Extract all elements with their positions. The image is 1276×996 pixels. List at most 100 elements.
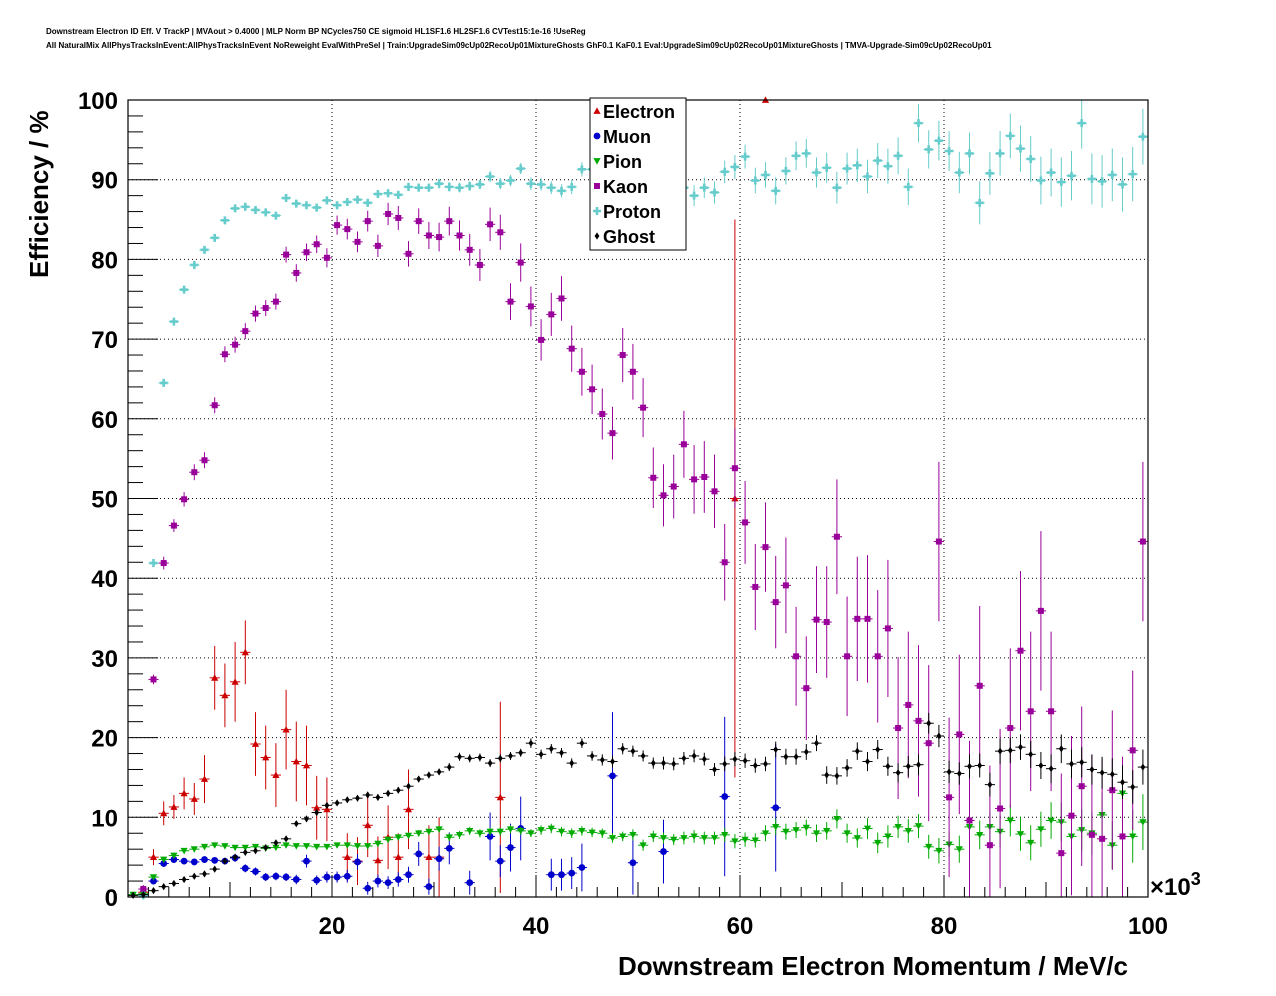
kaon-point — [354, 238, 361, 245]
electron-point — [231, 678, 239, 685]
proton-point — [1087, 174, 1096, 183]
ghost-point — [773, 745, 779, 754]
ghost-point — [640, 752, 646, 760]
pion-point — [547, 825, 555, 833]
legend-label-pion: Pion — [603, 152, 642, 172]
ghost-point — [579, 739, 585, 747]
muon-point — [374, 877, 382, 885]
series-pion — [128, 767, 1148, 899]
ghost-point — [1120, 778, 1125, 786]
legend-marker-pion — [593, 158, 601, 165]
pion-point — [323, 843, 331, 851]
chart-title-line1: Downstream Electron ID Eff. V TrackP | M… — [46, 27, 586, 36]
kaon-point — [293, 269, 300, 276]
proton-point — [465, 182, 474, 191]
proton-point — [149, 559, 158, 568]
ghost-point — [946, 768, 952, 776]
ghost-point — [446, 763, 452, 771]
electron-point — [282, 726, 290, 733]
kaon-point — [497, 229, 504, 236]
pion-point — [333, 842, 341, 849]
kaon-point — [211, 402, 218, 409]
proton-point — [1098, 177, 1107, 186]
electron-point — [180, 789, 188, 797]
ghost-point — [661, 759, 666, 767]
electron-point — [374, 856, 382, 864]
pion-point — [904, 827, 912, 835]
ghost-point — [599, 756, 605, 764]
pion-point — [659, 835, 668, 842]
kaon-point — [833, 533, 840, 540]
electron-point — [170, 803, 178, 810]
x-tick-label: 100 — [1128, 913, 1168, 940]
ghost-point — [385, 789, 391, 797]
ghost-point — [467, 754, 473, 762]
pion-point — [925, 843, 933, 851]
x-tick-label: 20 — [319, 913, 346, 940]
muon-point — [415, 850, 423, 858]
ghost-point — [1099, 769, 1105, 777]
muon-point — [445, 844, 453, 852]
ghost-point — [1140, 763, 1146, 771]
kaon-point — [619, 352, 626, 359]
ghost-point — [732, 755, 738, 763]
kaon-point — [160, 560, 167, 567]
kaon-point — [844, 653, 851, 660]
kaon-point — [283, 251, 290, 258]
ghost-point — [365, 791, 371, 799]
proton-point — [924, 145, 933, 154]
muon-point — [435, 855, 443, 863]
pion-point — [404, 832, 413, 840]
series-kaon — [138, 202, 1148, 897]
pion-point — [853, 835, 861, 842]
kaon-point — [1017, 647, 1024, 654]
proton-point — [690, 191, 699, 200]
muon-point — [343, 872, 351, 880]
ghost-point — [273, 839, 279, 847]
data-marks — [128, 96, 1148, 900]
proton-point — [302, 201, 311, 210]
kaon-point — [344, 226, 351, 233]
pion-point — [251, 843, 260, 851]
kaon-point — [925, 740, 932, 747]
pion-point — [802, 824, 810, 832]
muon-point — [425, 883, 433, 891]
electron-point — [292, 757, 300, 765]
kaon-point — [854, 615, 861, 622]
kaon-point — [905, 701, 912, 708]
ghost-point — [283, 835, 289, 843]
kaon-point — [721, 559, 728, 566]
ghost-point — [202, 870, 207, 878]
kaon-point — [803, 685, 810, 692]
muon-point — [405, 871, 412, 879]
ghost-point — [293, 820, 299, 828]
pion-point — [619, 833, 627, 841]
ghost-point — [691, 752, 697, 760]
proton-point — [1128, 170, 1137, 179]
ghost-point — [518, 749, 524, 757]
pion-point — [466, 827, 474, 835]
kaon-point — [232, 341, 239, 348]
pion-point — [680, 835, 688, 842]
pion-point — [486, 828, 494, 836]
muon-point — [660, 848, 667, 855]
y-tick-label: 50 — [91, 487, 118, 514]
y-axis-label: Efficiency / % — [24, 110, 54, 278]
ghost-point — [548, 745, 554, 753]
ghost-point — [191, 872, 197, 880]
pion-point — [149, 874, 158, 881]
pion-point — [557, 828, 566, 836]
kaon-point — [915, 717, 922, 724]
pion-point — [1129, 833, 1137, 841]
proton-point — [955, 168, 964, 177]
pion-point — [741, 836, 749, 844]
pion-point — [894, 823, 902, 831]
ghost-point — [926, 719, 932, 727]
kaon-point — [425, 232, 432, 239]
kaon-point — [272, 298, 279, 305]
kaon-point — [793, 653, 800, 660]
pion-point — [160, 856, 168, 864]
proton-point — [231, 204, 240, 213]
ghost-point — [212, 865, 218, 873]
kaon-point — [976, 682, 983, 689]
